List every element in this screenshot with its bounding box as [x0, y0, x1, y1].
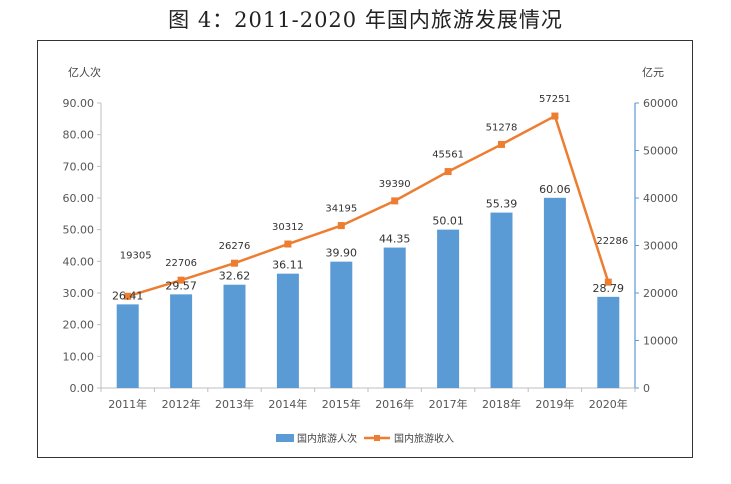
bar-2012 — [170, 294, 193, 388]
bar-value-label: 39.90 — [326, 247, 358, 260]
y2-tick-label: 30000 — [643, 240, 678, 253]
y2-tick-label: 50000 — [643, 145, 678, 158]
revenue-point-2015 — [337, 222, 345, 230]
x-tick-label: 2014年 — [268, 397, 307, 411]
combo-chart: 0.00 10.00 20.00 30.00 40.00 50.00 60.00 70.00 8… — [63, 65, 679, 445]
revenue-point-2012 — [177, 276, 185, 284]
y-tick-label: 60.00 — [63, 192, 95, 205]
legend-swatch-marker — [374, 435, 380, 441]
bar-2016 — [383, 247, 406, 388]
bar-value-label: 44.35 — [379, 233, 411, 246]
x-tick-label: 2020年 — [589, 397, 628, 411]
revenue-line — [127, 114, 610, 298]
line-value-label: 51278 — [486, 122, 518, 133]
bar-value-label: 50.01 — [432, 215, 464, 228]
labels-layer: 26.41 29.57 32.62 36.11 39.90 44.35 50.01 55.39… — [112, 94, 628, 302]
revenue-point-2013 — [231, 259, 238, 267]
y-tick-label: 30.00 — [63, 287, 95, 300]
x-tick-label: 2012年 — [162, 397, 201, 411]
bar-2015 — [330, 261, 353, 388]
bar-2020 — [597, 296, 620, 388]
y2-tick-label: 40000 — [643, 192, 678, 205]
y-tick-label: 40.00 — [63, 255, 95, 268]
bars-layer — [116, 197, 620, 388]
line-value-label: 19305 — [120, 250, 152, 261]
revenue-point-2019 — [551, 112, 559, 120]
x-tick-label: 2015年 — [322, 397, 361, 411]
y-tick-label: 90.00 — [63, 97, 95, 110]
y-tick-label: 10.00 — [63, 350, 95, 363]
bar-value-label: 36.11 — [272, 259, 304, 272]
y-axis-unit: 亿人次 — [68, 65, 101, 79]
bar-2018 — [490, 212, 513, 388]
bar-value-label: 55.39 — [486, 198, 518, 211]
y-tick-label: 50.00 — [63, 224, 95, 237]
chart-title: 图 4：2011-2020 年国内旅游发展情况 — [168, 8, 563, 32]
bar-2019 — [543, 197, 566, 388]
legend-label-bar: 国内旅游人次 — [297, 432, 357, 445]
line-value-label: 26276 — [219, 241, 251, 252]
line-layer — [124, 112, 612, 300]
x-tick-label: 2017年 — [429, 397, 468, 411]
revenue-point-2020 — [604, 278, 612, 286]
line-value-label: 30312 — [272, 222, 304, 233]
line-value-label: 45561 — [432, 150, 464, 161]
y-tick-label: 20.00 — [63, 319, 95, 332]
bar-2014 — [276, 273, 299, 388]
bar-2011 — [116, 304, 139, 388]
line-value-label: 39390 — [379, 179, 411, 190]
legend-swatch-bar — [276, 434, 294, 442]
legend: 国内旅游人次 国内旅游收入 — [276, 432, 454, 445]
chart-frame: 0.00 10.00 20.00 30.00 40.00 50.00 60.00 70.00 8… — [37, 40, 693, 458]
bar-value-label: 26.41 — [112, 289, 144, 302]
line-value-label: 22706 — [165, 258, 197, 269]
revenue-point-2014 — [284, 240, 292, 248]
bar-value-label: 32.62 — [219, 270, 251, 283]
x-tick-label: 2018年 — [482, 397, 521, 411]
line-value-label: 57251 — [539, 94, 571, 105]
y2-tick-label: 10000 — [643, 335, 678, 348]
line-value-label: 22286 — [596, 236, 628, 247]
axes-layer: 0.00 10.00 20.00 30.00 40.00 50.00 60.00 70.00 8… — [63, 65, 679, 411]
x-tick-label: 2011年 — [108, 397, 147, 411]
bar-2013 — [223, 284, 246, 388]
x-tick-label: 2019年 — [535, 397, 574, 411]
revenue-point-2011 — [124, 292, 132, 300]
y-tick-label: 70.00 — [63, 160, 95, 173]
x-tick-label: 2016年 — [375, 397, 414, 411]
y2-tick-label: 60000 — [643, 97, 678, 110]
y2-tick-label: 20000 — [643, 287, 678, 300]
revenue-point-2016 — [391, 197, 399, 205]
y2-tick-label: 0 — [643, 382, 650, 395]
line-value-label: 34195 — [325, 204, 357, 215]
revenue-point-2018 — [498, 140, 505, 148]
y2-axis-unit: 亿元 — [642, 66, 664, 79]
bar-2017 — [437, 229, 460, 388]
bar-value-label: 28.79 — [593, 282, 625, 295]
bar-value-label: 29.57 — [165, 279, 197, 292]
y-tick-label: 0.00 — [70, 382, 95, 395]
y-tick-label: 80.00 — [63, 129, 95, 142]
bar-value-label: 60.06 — [539, 183, 571, 196]
revenue-point-2017 — [444, 168, 452, 176]
x-tick-label: 2013年 — [215, 397, 254, 411]
legend-label-line: 国内旅游收入 — [394, 432, 454, 445]
